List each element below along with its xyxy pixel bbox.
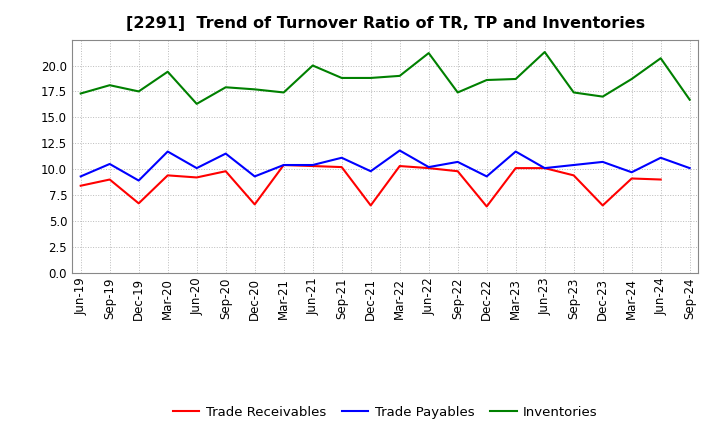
Trade Receivables xyxy=(251,202,259,207)
Inventories xyxy=(541,49,549,55)
Inventories xyxy=(424,51,433,56)
Trade Receivables xyxy=(627,176,636,181)
Trade Receivables xyxy=(338,165,346,170)
Trade Payables xyxy=(395,148,404,153)
Trade Payables xyxy=(163,149,172,154)
Trade Payables xyxy=(251,174,259,179)
Trade Payables xyxy=(192,165,201,171)
Inventories xyxy=(482,77,491,83)
Title: [2291]  Trend of Turnover Ratio of TR, TP and Inventories: [2291] Trend of Turnover Ratio of TR, TP… xyxy=(125,16,645,32)
Inventories xyxy=(308,63,317,68)
Inventories xyxy=(76,91,85,96)
Inventories xyxy=(570,90,578,95)
Trade Payables xyxy=(541,165,549,171)
Inventories xyxy=(338,75,346,81)
Trade Payables xyxy=(627,170,636,175)
Inventories xyxy=(221,84,230,90)
Trade Payables xyxy=(657,155,665,161)
Trade Payables xyxy=(511,149,520,154)
Trade Receivables xyxy=(221,169,230,174)
Inventories xyxy=(192,101,201,106)
Inventories xyxy=(657,55,665,61)
Trade Receivables xyxy=(279,162,288,168)
Trade Payables xyxy=(570,162,578,168)
Trade Payables xyxy=(598,159,607,165)
Inventories xyxy=(511,77,520,82)
Trade Payables xyxy=(221,151,230,156)
Line: Trade Payables: Trade Payables xyxy=(81,150,690,180)
Inventories xyxy=(163,69,172,74)
Trade Payables xyxy=(424,165,433,170)
Trade Receivables xyxy=(76,183,85,188)
Inventories xyxy=(105,83,114,88)
Trade Payables xyxy=(454,159,462,165)
Inventories xyxy=(454,90,462,95)
Trade Receivables xyxy=(105,177,114,182)
Trade Receivables xyxy=(570,173,578,178)
Trade Receivables xyxy=(598,203,607,208)
Trade Payables xyxy=(366,169,375,174)
Trade Receivables xyxy=(395,163,404,169)
Trade Receivables xyxy=(482,204,491,209)
Trade Payables xyxy=(308,162,317,168)
Trade Receivables xyxy=(541,165,549,171)
Inventories xyxy=(685,97,694,103)
Legend: Trade Receivables, Trade Payables, Inventories: Trade Receivables, Trade Payables, Inven… xyxy=(167,401,603,424)
Trade Payables xyxy=(685,165,694,171)
Trade Receivables xyxy=(424,165,433,171)
Line: Trade Receivables: Trade Receivables xyxy=(81,165,661,206)
Trade Payables xyxy=(76,174,85,179)
Inventories xyxy=(598,94,607,99)
Trade Receivables xyxy=(657,177,665,182)
Trade Receivables xyxy=(511,165,520,171)
Inventories xyxy=(366,75,375,81)
Trade Receivables xyxy=(192,175,201,180)
Trade Payables xyxy=(105,161,114,167)
Trade Payables xyxy=(338,155,346,161)
Line: Inventories: Inventories xyxy=(81,52,690,104)
Inventories xyxy=(135,89,143,94)
Trade Payables xyxy=(482,174,491,179)
Trade Receivables xyxy=(366,203,375,208)
Inventories xyxy=(279,90,288,95)
Trade Payables xyxy=(279,162,288,168)
Trade Receivables xyxy=(135,201,143,206)
Trade Receivables xyxy=(454,169,462,174)
Inventories xyxy=(251,87,259,92)
Trade Payables xyxy=(135,178,143,183)
Inventories xyxy=(395,73,404,78)
Inventories xyxy=(627,77,636,82)
Trade Receivables xyxy=(163,173,172,178)
Trade Receivables xyxy=(308,163,317,169)
